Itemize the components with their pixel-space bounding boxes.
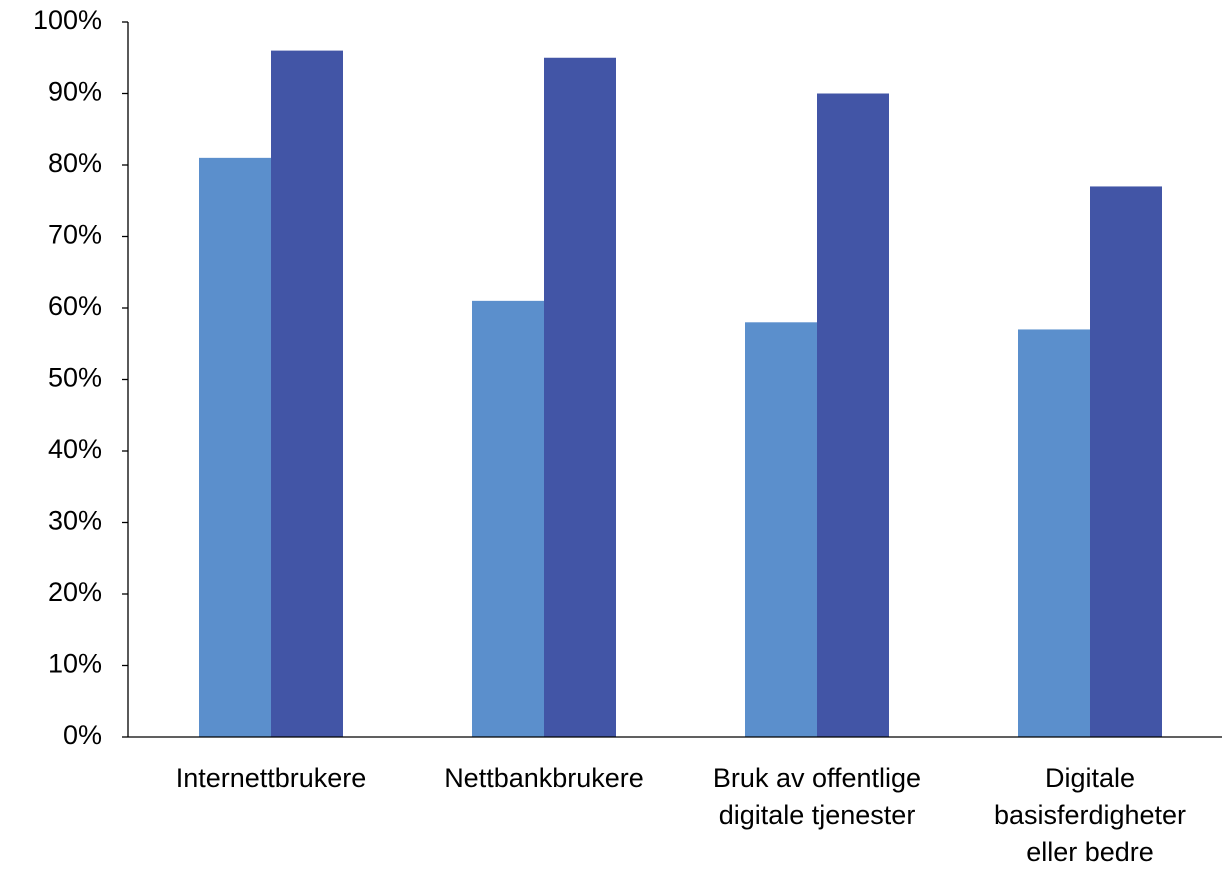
x-tick-label: Digitale basisferdigheter eller bedre — [993, 763, 1187, 867]
y-tick-label: 20% — [48, 577, 102, 607]
x-tick-label: Bruk av offentlige digitale tjenester — [712, 763, 922, 830]
y-tick-label: 0% — [63, 720, 102, 750]
bar — [199, 157, 271, 738]
y-tick-label: 10% — [48, 649, 102, 679]
bar — [271, 50, 343, 738]
y-tick-label: 50% — [48, 363, 102, 393]
bar — [472, 300, 544, 737]
bar — [817, 93, 889, 737]
bar — [1018, 329, 1090, 737]
x-tick-label: Nettbankbrukere — [444, 763, 644, 793]
y-tick-label: 70% — [48, 220, 102, 250]
bar — [745, 322, 817, 737]
y-tick-label: 90% — [48, 77, 102, 107]
y-tick-label: 40% — [48, 434, 102, 464]
y-tick-label: 100% — [33, 5, 102, 35]
y-tick-label: 60% — [48, 291, 102, 321]
x-tick-label: Internettbrukere — [175, 763, 367, 793]
y-tick-label: 80% — [48, 148, 102, 178]
bar — [544, 57, 616, 737]
y-tick-label: 30% — [48, 506, 102, 536]
bar — [1090, 186, 1162, 737]
